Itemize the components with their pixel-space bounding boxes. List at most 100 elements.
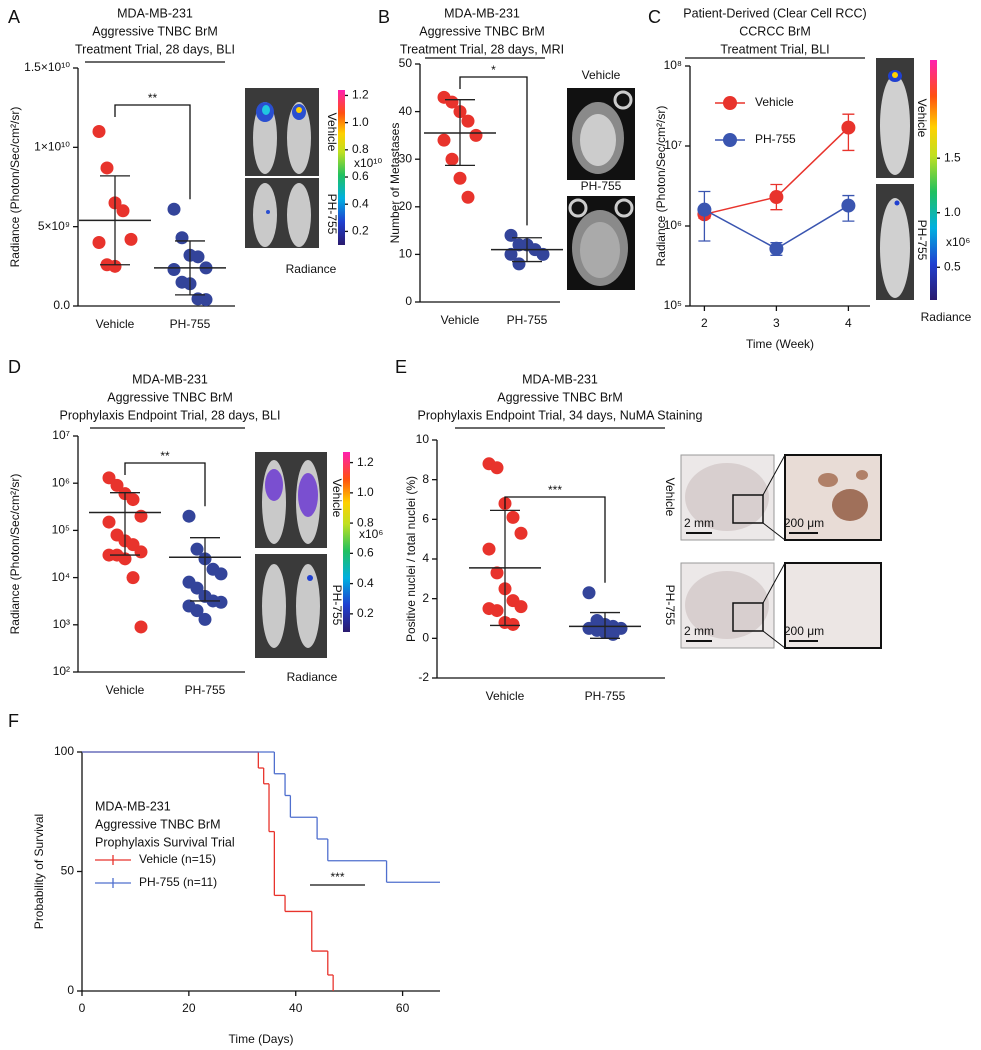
data-point <box>92 124 106 138</box>
data-point <box>108 259 122 273</box>
legend-label: PH-755 <box>755 132 796 146</box>
y-tick-label: 10⁴ <box>51 570 70 584</box>
chart-title: Aggressive TNBC BrM <box>497 390 623 404</box>
data-point <box>504 247 518 261</box>
data-point <box>214 567 228 581</box>
chart-title: Patient-Derived (Clear Cell RCC) <box>683 6 866 20</box>
x-tick-label: Vehicle <box>106 683 145 697</box>
data-point <box>182 509 196 523</box>
chart-title: Aggressive TNBC BrM <box>92 24 218 38</box>
y-tick-label: 10³ <box>53 617 70 631</box>
panel-label: A <box>8 7 20 27</box>
colorbar-label: Radiance <box>921 310 972 324</box>
panel-label: E <box>395 357 407 377</box>
chart-title: Prophylaxis Endpoint Trial, 28 days, BLI <box>60 408 281 422</box>
image-label: Vehicle <box>325 113 339 152</box>
x-tick-label: PH-755 <box>585 689 626 703</box>
y-tick-label: 0.0 <box>53 298 70 312</box>
x-tick-label: PH-755 <box>185 683 226 697</box>
image-label: PH-755 <box>663 585 677 626</box>
chart-title: Aggressive TNBC BrM <box>419 24 545 38</box>
y-tick-label: 10 <box>399 247 413 261</box>
significance-bracket <box>124 462 206 507</box>
data-point <box>190 542 204 556</box>
y-tick-label: 1×10¹⁰ <box>34 140 70 154</box>
colorbar-tick-label: 0.4 <box>357 576 374 590</box>
data-point <box>190 581 204 595</box>
panel-label: D <box>8 357 21 377</box>
data-point <box>490 604 504 618</box>
colorbar-multiplier: x10⁶ <box>359 527 383 541</box>
y-tick-label: 0 <box>422 631 429 645</box>
colorbar-multiplier: x10⁶ <box>946 235 970 249</box>
x-tick-label: PH-755 <box>507 313 548 327</box>
colorbar-tick-label: 1.5 <box>944 150 961 164</box>
scale-bar-label: 2 mm <box>684 624 714 638</box>
legend-marker <box>723 96 737 110</box>
colorbar-label: Radiance <box>287 670 338 684</box>
colorbar <box>343 452 350 632</box>
data-point <box>512 257 526 271</box>
y-tick-label: 5×10⁹ <box>38 219 70 233</box>
chart-title: MDA-MB-231 <box>117 6 193 20</box>
x-axis-label: Time (Days) <box>229 1032 294 1046</box>
bli-images-c <box>876 58 914 300</box>
chart-title: MDA-MB-231 <box>95 799 171 813</box>
data-point <box>167 202 181 216</box>
data-point <box>841 198 856 213</box>
data-point <box>134 509 148 523</box>
y-axis-label: Positive nuclei / total nuclei (%) <box>404 476 418 642</box>
x-tick-label: 60 <box>396 1001 410 1015</box>
image-label: PH-755 <box>915 220 929 261</box>
y-tick-label: 10⁷ <box>52 428 70 442</box>
legend-line <box>95 878 131 888</box>
colorbar-tick-label: 0.4 <box>352 196 369 210</box>
colorbar-multiplier: x10¹⁰ <box>354 156 382 170</box>
chart-title: Prophylaxis Endpoint Trial, 34 days, NuM… <box>418 408 703 422</box>
x-tick-label: 2 <box>701 316 708 330</box>
colorbar-tick-label: 1.2 <box>357 455 374 469</box>
data-point <box>191 250 205 264</box>
legend-label: Vehicle (n=15) <box>139 852 216 866</box>
y-tick-label: 1.5×10¹⁰ <box>24 60 70 74</box>
significance: *** <box>330 870 344 884</box>
significance-bracket <box>459 76 528 226</box>
y-tick-label: 4 <box>422 551 429 565</box>
scale-bar-label: 200 μm <box>784 516 824 530</box>
chart-title: Treatment Trial, 28 days, MRI <box>400 42 564 56</box>
data-point <box>606 627 620 641</box>
image-label: PH-755 <box>581 179 622 193</box>
x-tick-label: Vehicle <box>486 689 525 703</box>
scale-bar-label: 2 mm <box>684 516 714 530</box>
data-point <box>514 600 528 614</box>
y-tick-label: 50 <box>399 56 413 70</box>
image-label: PH-755 <box>325 194 339 235</box>
y-tick-label: 0 <box>67 983 74 997</box>
chart-title: Aggressive TNBC BrM <box>107 390 233 404</box>
data-point <box>453 171 467 185</box>
colorbar-tick-label: 0.6 <box>357 546 374 560</box>
data-point <box>92 236 106 250</box>
x-tick-label: 40 <box>289 1001 303 1015</box>
chart-title: MDA-MB-231 <box>444 6 520 20</box>
chart-title: MDA-MB-231 <box>132 372 208 386</box>
significance: ** <box>160 449 170 463</box>
panel-label: F <box>8 711 19 731</box>
x-tick-label: 4 <box>845 316 852 330</box>
x-tick-label: 0 <box>79 1001 86 1015</box>
mri-images-b <box>567 88 635 290</box>
colorbar-tick-label: 0.6 <box>352 169 369 183</box>
bli-images-a <box>245 88 319 248</box>
data-point <box>134 545 148 559</box>
data-point <box>769 241 784 256</box>
chart-title: Treatment Trial, BLI <box>720 42 829 56</box>
image-label: Vehicle <box>582 68 621 82</box>
data-point <box>536 247 550 261</box>
legend-label: Vehicle <box>755 95 794 109</box>
colorbar <box>930 60 937 300</box>
data-point <box>490 566 504 580</box>
data-point <box>841 120 856 135</box>
chart-title: Aggressive TNBC BrM <box>95 817 221 831</box>
